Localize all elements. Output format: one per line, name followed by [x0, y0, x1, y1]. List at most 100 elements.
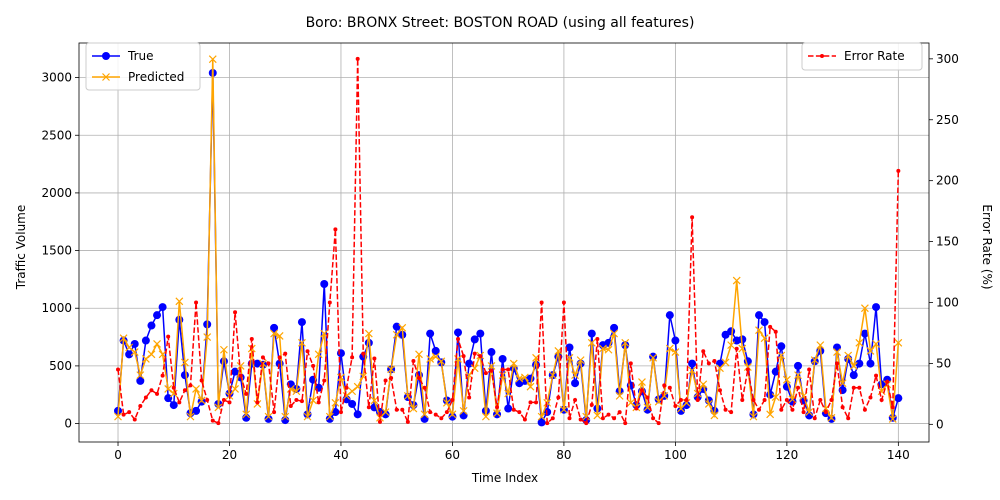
error-rate-point — [606, 412, 611, 417]
error-rate-point — [896, 168, 901, 173]
true-point — [320, 280, 329, 289]
error-rate-point — [316, 400, 321, 405]
true-point — [392, 322, 401, 331]
predicted-point — [186, 412, 195, 421]
predicted-point — [699, 380, 708, 389]
true-point — [610, 323, 619, 332]
true-point — [760, 318, 769, 327]
predicted-point — [153, 340, 161, 348]
error-rate-point — [155, 391, 160, 396]
x-tick-label: 40 — [333, 448, 348, 462]
predicted-point — [493, 409, 501, 418]
error-rate-point — [751, 397, 756, 402]
error-rate-point — [283, 351, 288, 356]
error-rate-point — [723, 407, 728, 412]
error-rate-point — [706, 361, 711, 366]
true-point — [448, 412, 457, 421]
error-rate-point — [355, 56, 360, 61]
y-tick-label: 1500 — [41, 244, 72, 258]
error-rate-point — [717, 388, 722, 393]
error-rate-point — [327, 300, 332, 305]
y-tick-label: 2500 — [41, 128, 72, 142]
error-rate-point — [305, 349, 310, 354]
y2-tick-label: 50 — [936, 356, 951, 370]
true-point — [493, 410, 502, 419]
error-rate-point — [684, 397, 689, 402]
predicted-point — [738, 344, 747, 353]
error-rate-point — [745, 367, 750, 372]
error-rate-point — [584, 421, 589, 426]
error-rate-point — [634, 406, 639, 411]
error-rate-point — [221, 397, 226, 402]
predicted-point — [147, 350, 156, 359]
predicted-point — [370, 396, 379, 405]
error-rate-point — [361, 351, 366, 356]
true-point — [297, 318, 306, 327]
predicted-point — [526, 382, 535, 391]
error-rate-point — [461, 354, 466, 359]
predicted-point — [743, 363, 752, 371]
legend-error-marker — [820, 54, 824, 58]
predicted-point — [298, 338, 306, 347]
true-point — [849, 371, 858, 380]
true-point — [125, 350, 134, 359]
predicted-point — [281, 412, 290, 421]
error-rate-point — [422, 385, 427, 390]
predicted-point — [309, 396, 318, 405]
predicted-point — [760, 334, 769, 343]
true-point — [175, 315, 184, 324]
error-rate-point — [829, 397, 834, 402]
predicted-point — [688, 366, 697, 375]
predicted-point — [537, 412, 546, 421]
error-rate-point — [166, 334, 171, 339]
error-rate-point — [556, 395, 561, 400]
error-rate-point — [729, 410, 734, 415]
error-rate-point — [807, 367, 812, 372]
error-rate-point — [322, 378, 327, 383]
predicted-point — [755, 326, 763, 335]
error-rate-point — [405, 419, 410, 424]
predicted-point — [325, 412, 334, 421]
error-rate-point — [138, 404, 143, 409]
error-rate-point — [400, 407, 405, 412]
error-rate-point — [143, 395, 148, 400]
true-point — [504, 404, 513, 413]
error-rate-point — [333, 227, 338, 232]
legend-true-label: True — [127, 49, 154, 63]
true-point — [727, 327, 736, 336]
error-rate-point — [299, 399, 304, 404]
predicted-point — [593, 411, 602, 420]
error-rate-point — [127, 410, 132, 415]
predicted-point — [136, 371, 145, 380]
error-rate-point — [227, 400, 232, 405]
y2-tick-label: 200 — [936, 174, 959, 188]
predicted-point — [833, 348, 841, 356]
true-point — [336, 349, 345, 358]
predicted-point — [543, 398, 552, 407]
predicted-point — [437, 357, 446, 366]
true-point — [431, 346, 440, 355]
error-rate-point — [874, 373, 879, 378]
error-rate-point — [377, 419, 382, 424]
true-point — [426, 329, 435, 338]
error-rate-point — [662, 383, 667, 388]
legend-error-label: Error Rate — [844, 49, 905, 63]
predicted-point — [643, 403, 652, 412]
error-rate-point — [478, 354, 483, 359]
error-rate-point — [511, 407, 516, 412]
predicted-point — [125, 343, 134, 352]
predicted-point — [353, 382, 362, 391]
error-rate-point — [667, 385, 672, 390]
predicted-point — [214, 403, 223, 412]
legend-left: True Predicted — [85, 42, 201, 91]
error-rate-point — [846, 416, 851, 421]
predicted-point — [409, 404, 418, 413]
true-point — [219, 357, 228, 366]
predicted-point — [777, 351, 786, 360]
predicted-point — [827, 413, 836, 422]
predicted-point — [604, 345, 613, 354]
predicted-point — [816, 341, 825, 350]
error-rate-point — [216, 421, 221, 426]
true-point — [676, 406, 685, 415]
